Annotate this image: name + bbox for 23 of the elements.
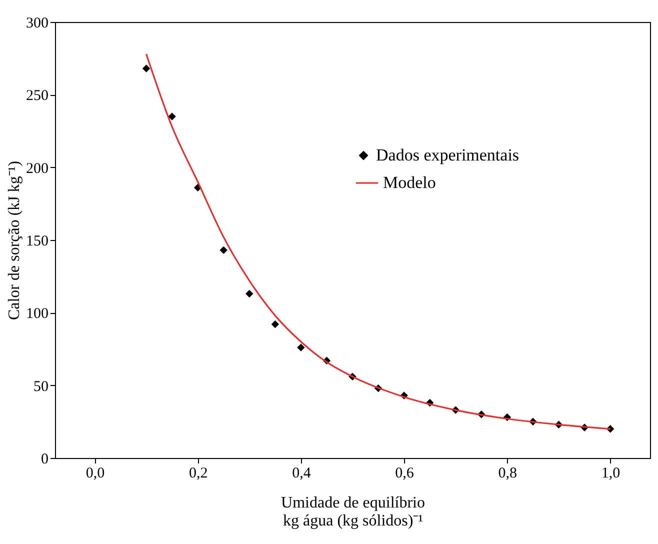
point bbox=[220, 246, 228, 254]
y-tick-label: 150 bbox=[26, 234, 48, 250]
x-axis-title: Umidade de equilíbrio kg água (kg sólidos)⁻¹ bbox=[281, 494, 425, 530]
x-tick-label: 1,0 bbox=[601, 466, 620, 482]
point bbox=[297, 344, 305, 352]
point bbox=[168, 112, 176, 120]
y-tick-label: 100 bbox=[26, 306, 48, 322]
y-axis-title: Calor de sorção (kJ kg⁻¹) bbox=[6, 160, 23, 320]
point bbox=[246, 290, 254, 298]
x-tick-label: 0,0 bbox=[86, 466, 105, 482]
y-tick-label: 300 bbox=[26, 16, 48, 32]
point bbox=[271, 320, 280, 328]
x-tick-label: 0,4 bbox=[292, 466, 312, 482]
y-tick-label: 50 bbox=[34, 378, 48, 395]
y-tick-label: 200 bbox=[26, 160, 48, 177]
x-tick-label: 0,2 bbox=[188, 466, 208, 482]
x-tick-label: 0,6 bbox=[395, 466, 414, 482]
point bbox=[142, 64, 150, 72]
y-tick-label: 250 bbox=[26, 88, 48, 104]
legend-label: Modelo bbox=[383, 173, 436, 192]
y-tick-label: 0 bbox=[41, 452, 48, 468]
x-tick-label: 0,8 bbox=[498, 466, 518, 482]
legend-label: Dados experimentais bbox=[376, 146, 520, 164]
